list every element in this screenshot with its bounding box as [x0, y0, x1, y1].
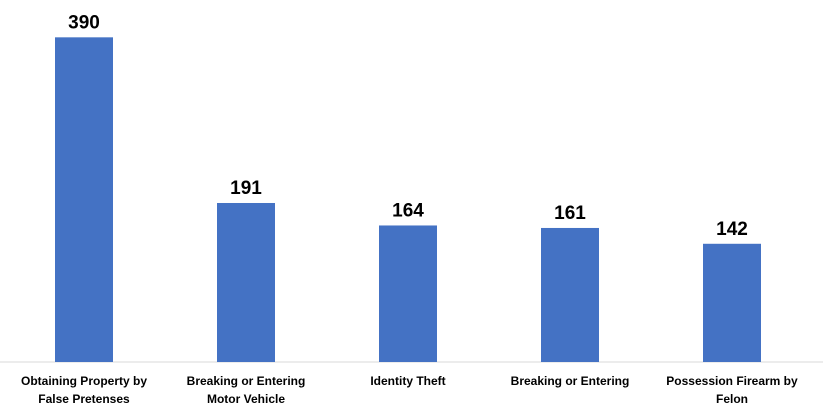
- category-label-2: Identity Theft: [370, 374, 445, 388]
- category-labels-group: Obtaining Property by False Pretenses Brea…: [21, 374, 798, 406]
- category-label-3: Breaking or Entering: [511, 374, 630, 388]
- category-label-0-line-0: Obtaining Property by: [21, 374, 147, 388]
- bar-2: [379, 225, 437, 362]
- category-label-1-line-0: Breaking or Entering: [187, 374, 306, 388]
- value-label-1: 191: [230, 178, 262, 199]
- bar-4: [703, 243, 761, 362]
- category-label-4-line-1: Felon: [716, 392, 748, 406]
- value-label-3: 161: [554, 203, 586, 224]
- bar-0: [55, 37, 113, 362]
- category-label-1-line-1: Motor Vehicle: [207, 392, 285, 406]
- category-label-4-line-0: Possession Firearm by: [666, 374, 798, 388]
- bar-3: [541, 227, 599, 362]
- bars-group: [55, 37, 761, 362]
- value-label-0: 390: [68, 12, 100, 33]
- value-label-4: 142: [716, 219, 748, 240]
- value-label-2: 164: [392, 200, 424, 221]
- category-label-0-line-1: False Pretenses: [38, 392, 130, 406]
- data-labels-group: 390 191 164 161 142: [68, 12, 748, 239]
- bar-1: [217, 202, 275, 362]
